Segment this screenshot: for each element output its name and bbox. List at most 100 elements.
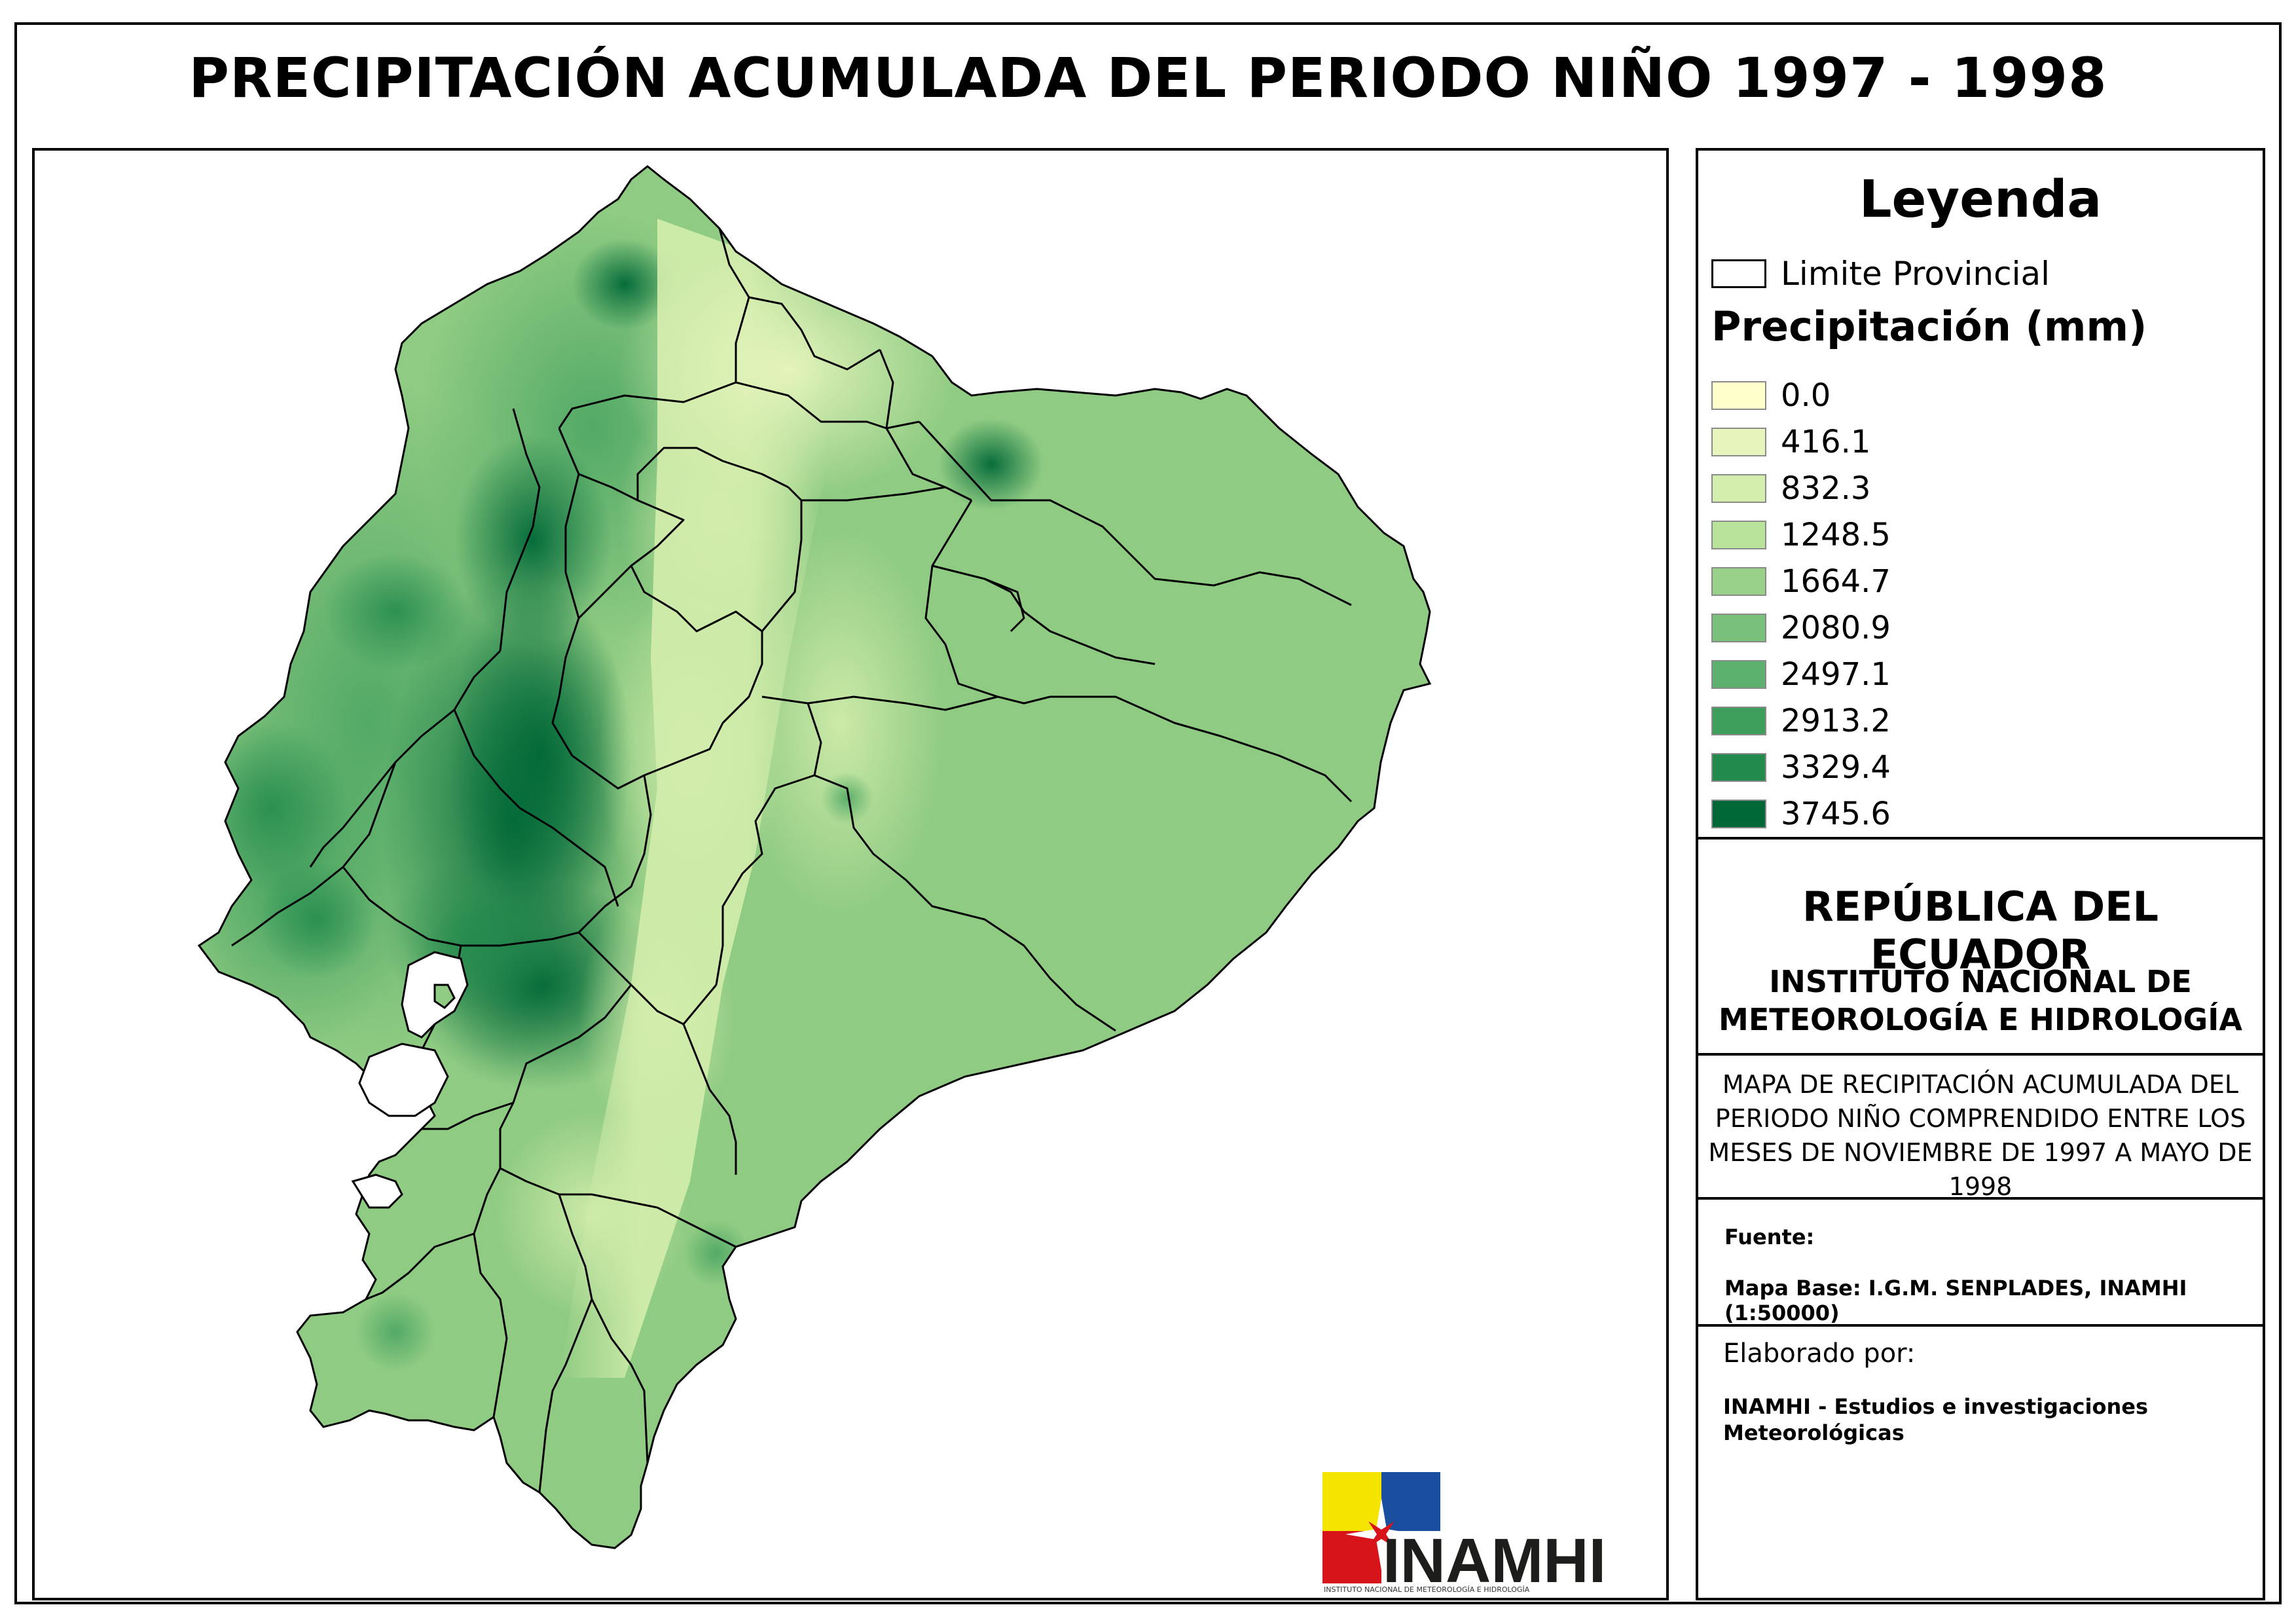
class-swatch <box>1711 613 1766 642</box>
legend-class: 832.3 <box>1711 465 1891 511</box>
island <box>351 1173 403 1209</box>
province-boundary[interactable] <box>577 931 718 1025</box>
class-swatch <box>1711 659 1766 689</box>
class-label: 3745.6 <box>1781 795 1891 832</box>
class-swatch <box>1711 520 1766 549</box>
province-boundary[interactable] <box>924 500 998 698</box>
legend-class: 1248.5 <box>1711 511 1891 558</box>
province-boundary[interactable] <box>879 349 972 502</box>
gulf-of-guayaquil <box>351 951 469 1209</box>
class-swatch <box>1711 427 1766 456</box>
province-boundary[interactable] <box>1050 695 1353 803</box>
author-value: INAMHI - Estudios e investigaciones Mete… <box>1723 1394 2148 1445</box>
province-boundary[interactable] <box>761 695 1051 711</box>
page-frame <box>14 22 2282 1604</box>
province-boundary[interactable] <box>422 1101 514 1130</box>
province-boundary[interactable] <box>577 775 652 934</box>
class-label: 2913.2 <box>1781 702 1891 739</box>
logo-subtext: INSTITUTO NACIONAL DE METEOROLOGÍA E HID… <box>1324 1585 1530 1594</box>
legend-boundary-item: Limite Provincial <box>1711 254 2050 293</box>
province-boundary[interactable] <box>572 695 750 790</box>
logo-yellow-block <box>1322 1472 1381 1531</box>
source-label: Fuente: <box>1724 1225 1815 1249</box>
map-panel[interactable]: INAMHI INSTITUTO NACIONAL DE METEOROLOGÍ… <box>32 148 1669 1600</box>
logo-mark: INAMHI INSTITUTO NACIONAL DE METEOROLOGÍ… <box>1322 1472 1606 1594</box>
institute-line-2: METEOROLOGÍA E HIDROLOGÍA <box>1719 1002 2242 1037</box>
province-boundary[interactable] <box>984 578 1156 665</box>
compass-star-icon <box>1345 1498 1417 1570</box>
province-boundary[interactable] <box>682 1024 737 1175</box>
province-boundary[interactable] <box>499 984 632 1168</box>
province-boundary[interactable] <box>735 381 920 430</box>
island <box>433 984 456 1009</box>
precip-classes: 0.0 416.1 832.3 1248.5 1664.7 2080.9 249… <box>1711 372 1891 837</box>
map-title: PRECIPITACIÓN ACUMULADA DEL PERIODO NIÑO… <box>189 46 2107 110</box>
province-boundary[interactable] <box>715 774 815 986</box>
logo-red-block <box>1322 1531 1381 1583</box>
legend-title: Leyenda <box>1859 170 2102 229</box>
ecuador-map[interactable] <box>35 151 1666 1598</box>
boundary-label: Limite Provincial <box>1781 255 2050 293</box>
author-section: Elaborado por: INAMHI - Estudios e inves… <box>1698 1327 2263 1602</box>
institute-line-1: INSTITUTO NACIONAL DE <box>1769 964 2192 999</box>
legend-class: 0.0 <box>1711 372 1891 418</box>
class-swatch <box>1711 473 1766 503</box>
republic-section: REPÚBLICA DEL ECUADOR INSTITUTO NACIONAL… <box>1698 840 2263 1056</box>
class-label: 3329.4 <box>1781 748 1891 786</box>
class-label: 2080.9 <box>1781 609 1891 646</box>
legend-class: 416.1 <box>1711 418 1891 465</box>
provincial-boundaries[interactable] <box>231 228 1353 1493</box>
republic-title: REPÚBLICA DEL ECUADOR <box>1802 883 2159 978</box>
legend-class: 3745.6 <box>1711 790 1891 837</box>
institute-name: INSTITUTO NACIONAL DE METEOROLOGÍA E HID… <box>1698 963 2263 1039</box>
source-section: Fuente: Mapa Base: I.G.M. SENPLADES, INA… <box>1698 1200 2263 1327</box>
province-boundary[interactable] <box>473 1168 508 1418</box>
province-boundary[interactable] <box>748 296 881 371</box>
inamhi-logo: INAMHI INSTITUTO NACIONAL DE METEOROLOGÍ… <box>1322 1472 1614 1594</box>
province-boundary[interactable] <box>551 564 632 756</box>
province-boundary[interactable] <box>453 709 619 907</box>
class-label: 1664.7 <box>1781 563 1891 600</box>
info-panel: REPÚBLICA DEL ECUADOR INSTITUTO NACIONAL… <box>1696 837 2265 1600</box>
logo-text: INAMHI <box>1383 1526 1606 1594</box>
province-boundary[interactable] <box>538 1194 593 1493</box>
province-boundary[interactable] <box>918 420 1352 606</box>
legend-class: 2913.2 <box>1711 697 1891 744</box>
province-boundary[interactable] <box>564 473 580 619</box>
legend-class: 1664.7 <box>1711 558 1891 604</box>
province-boundary[interactable] <box>932 564 1025 633</box>
legend-class: 2080.9 <box>1711 604 1891 651</box>
class-swatch <box>1711 566 1766 596</box>
province-boundary[interactable] <box>558 428 763 724</box>
class-label: 2497.1 <box>1781 655 1891 693</box>
province-boundary[interactable] <box>591 1299 649 1464</box>
province-boundary[interactable] <box>499 408 541 652</box>
source-value: Mapa Base: I.G.M. SENPLADES, INAMHI (1:5… <box>1724 1276 2187 1325</box>
province-boundary[interactable] <box>500 1167 658 1209</box>
class-swatch <box>1711 752 1766 782</box>
province-boundary[interactable] <box>636 447 789 500</box>
author-label: Elaborado por: <box>1723 1338 1916 1369</box>
class-swatch <box>1711 380 1766 410</box>
precip-title: Precipitación (mm) <box>1711 303 2147 350</box>
class-swatch <box>1711 799 1766 828</box>
province-boundary[interactable] <box>657 1206 737 1248</box>
province-boundary[interactable] <box>801 486 946 502</box>
logo-blue-block <box>1381 1472 1440 1531</box>
province-boundary[interactable] <box>365 1232 475 1301</box>
map-description: MAPA DE RECIPITACIÓN ACUMULADA DEL PERIO… <box>1698 1056 2263 1201</box>
legend-class: 3329.4 <box>1711 744 1891 790</box>
province-boundary[interactable] <box>231 762 397 947</box>
class-label: 1248.5 <box>1781 516 1891 553</box>
legend-class: 2497.1 <box>1711 651 1891 697</box>
class-label: 416.1 <box>1781 423 1871 460</box>
class-label: 0.0 <box>1781 377 1831 414</box>
boundary-swatch <box>1711 259 1766 288</box>
precipitation-surface <box>199 166 1430 1548</box>
class-label: 832.3 <box>1781 470 1871 507</box>
puna-island <box>358 1043 449 1117</box>
province-boundary[interactable] <box>342 866 579 947</box>
province-boundary[interactable] <box>761 486 803 632</box>
legend-panel: Leyenda Limite Provincial Precipitación … <box>1696 148 2265 841</box>
class-swatch <box>1711 706 1766 735</box>
